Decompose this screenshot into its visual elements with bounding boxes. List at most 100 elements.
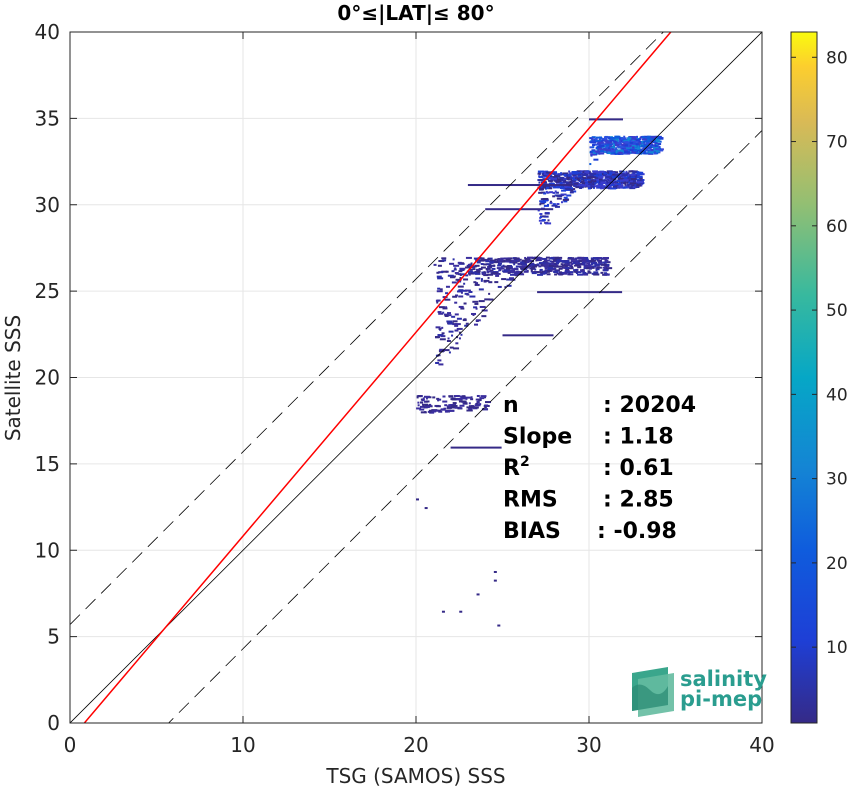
heat-cell	[560, 263, 564, 266]
heat-cell	[610, 146, 616, 149]
heat-cell	[437, 334, 444, 337]
heat-cell	[578, 180, 581, 183]
heat-cell	[619, 143, 622, 146]
heat-cell	[611, 148, 614, 151]
heat-cell	[566, 174, 569, 177]
heat-cell	[524, 261, 528, 264]
heat-cell	[510, 278, 516, 281]
heat-cell	[633, 184, 637, 187]
heat-cell	[454, 329, 459, 332]
heat-cell	[468, 405, 474, 408]
heat-cell	[562, 264, 569, 267]
heat-cell	[587, 178, 592, 181]
heat-cell	[590, 141, 597, 144]
heat-cell	[596, 146, 601, 149]
heat-cell	[572, 262, 576, 265]
colorbar-ticks: 10 20 30 40 50 60 70 80	[791, 48, 848, 658]
heat-cell	[590, 172, 597, 175]
heat-cell	[657, 137, 664, 140]
heat-cell	[460, 333, 463, 336]
heat-cell	[545, 222, 552, 225]
heat-cell	[628, 143, 631, 146]
heat-cell	[501, 278, 507, 281]
heat-cell	[607, 179, 611, 182]
heat-cell	[612, 171, 615, 174]
heat-cell	[518, 265, 525, 268]
heat-cell	[441, 270, 444, 273]
heat-cell	[630, 144, 637, 147]
heat-cell	[477, 271, 481, 274]
heat-cell	[630, 137, 637, 140]
heat-cell	[451, 281, 457, 284]
heat-cell	[636, 183, 640, 186]
heat-cell	[520, 261, 526, 264]
heat-cell	[490, 264, 495, 267]
heat-cell	[564, 269, 570, 272]
heat-cell	[547, 265, 554, 268]
heat-cell	[596, 180, 601, 183]
heat-cell	[581, 262, 584, 265]
heat-cell	[614, 152, 617, 155]
heat-cell	[637, 175, 642, 178]
heat-cell	[573, 269, 576, 272]
heat-cell	[618, 181, 621, 184]
heat-cell	[618, 151, 623, 154]
heat-cell	[653, 149, 659, 152]
heat-cell	[441, 326, 444, 329]
y-tick-label-8: 40	[35, 20, 60, 44]
heat-cell	[633, 149, 638, 152]
heat-cell	[468, 408, 473, 411]
heat-cell	[543, 204, 549, 207]
heat-cell	[566, 176, 571, 179]
heatmap-cells	[416, 118, 664, 627]
heat-cell	[610, 137, 616, 140]
heat-cell	[598, 138, 601, 141]
x-axis-label: TSG (SAMOS) SSS	[325, 764, 505, 788]
heat-cell	[599, 187, 602, 190]
heat-cell	[441, 257, 447, 260]
heat-cell	[542, 197, 549, 200]
heat-cell	[611, 152, 616, 155]
heat-cell	[637, 152, 640, 155]
heat-cell	[431, 410, 437, 413]
heat-cell	[575, 261, 579, 264]
heat-cell	[635, 185, 639, 188]
heat-cell	[590, 185, 593, 188]
heat-cell	[606, 146, 609, 149]
logo-line2: pi-mep	[680, 687, 762, 711]
heat-cell	[632, 180, 636, 183]
heat-cell	[438, 271, 444, 274]
heat-cell	[466, 270, 473, 273]
heat-cell	[463, 402, 468, 405]
heat-cell	[598, 260, 602, 263]
heat-cell	[592, 170, 599, 173]
heat-point	[424, 507, 428, 510]
heat-cell	[567, 267, 574, 270]
heat-cell	[561, 271, 564, 274]
heat-cell	[608, 145, 612, 148]
heat-cell	[572, 190, 577, 193]
heat-cell	[581, 256, 585, 259]
heat-cell	[625, 170, 628, 173]
heat-cell	[613, 141, 616, 144]
heat-cell	[552, 195, 556, 198]
heat-cell	[604, 259, 607, 262]
heat-cell	[463, 282, 466, 285]
heat-cell	[623, 145, 627, 148]
heat-cell	[547, 268, 551, 271]
heat-point	[441, 610, 445, 613]
colorbar: 10 20 30 40 50 60 70 80	[790, 31, 848, 724]
heat-cell	[556, 197, 562, 200]
heat-cell	[497, 259, 500, 262]
heat-cell	[588, 183, 593, 186]
heat-cell	[474, 283, 480, 286]
heat-cell	[448, 330, 454, 333]
heat-cell	[651, 138, 654, 141]
heat-cell	[586, 262, 591, 265]
heat-cell	[578, 257, 584, 260]
heat-cell	[469, 295, 476, 298]
heat-cell	[498, 262, 503, 265]
heat-cell	[561, 271, 567, 274]
heat-cell	[478, 288, 484, 291]
heat-cell	[546, 186, 550, 189]
